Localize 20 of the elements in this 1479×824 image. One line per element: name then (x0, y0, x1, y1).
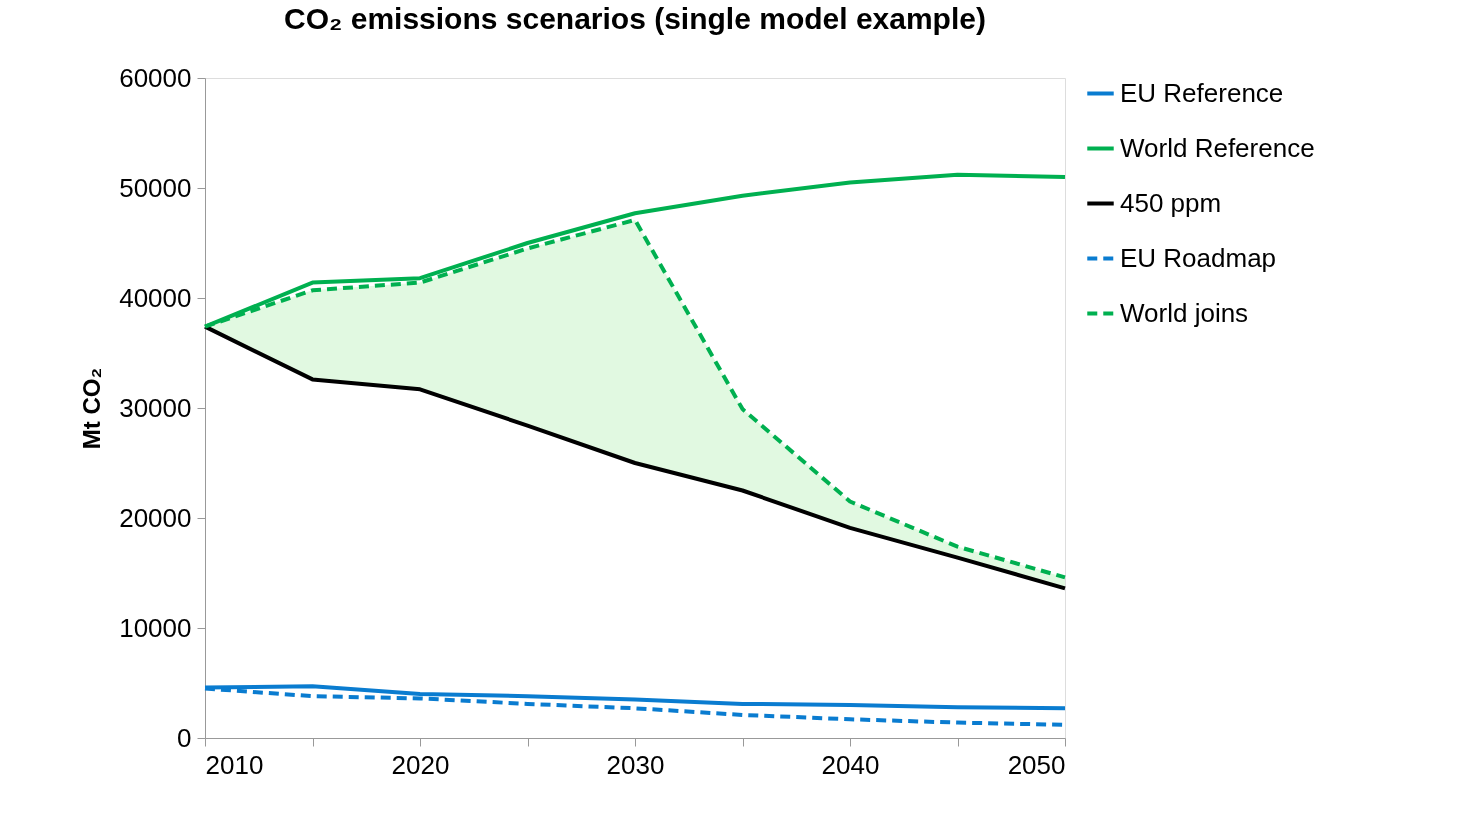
legend-label: EU Reference (1120, 77, 1284, 108)
x-tick-label: 2020 (391, 749, 450, 780)
y-tick-label: 30000 (119, 392, 192, 423)
y-axis-title: Mt CO₂ (78, 367, 106, 450)
legend-label: World joins (1120, 297, 1249, 328)
legend-label: 450 ppm (1120, 187, 1222, 218)
line-series (203, 324, 1067, 591)
y-tick-label: 0 (177, 722, 192, 753)
x-tick-label: 2050 (1007, 749, 1066, 780)
y-tick-label: 40000 (119, 282, 192, 313)
x-tick-label: 2030 (606, 749, 665, 780)
legend-label: World Reference (1120, 132, 1315, 163)
chart-title: CO₂ emissions scenarios (single model example) (284, 2, 986, 35)
y-tick-label: 10000 (119, 612, 192, 643)
y-tick-label: 60000 (119, 62, 192, 93)
x-tick-label: 2010 (205, 749, 264, 780)
x-tick-label: 2040 (821, 749, 880, 780)
legend-label: EU Roadmap (1120, 242, 1277, 273)
y-tick-label: 20000 (119, 502, 192, 533)
y-tick-label: 50000 (119, 172, 192, 203)
